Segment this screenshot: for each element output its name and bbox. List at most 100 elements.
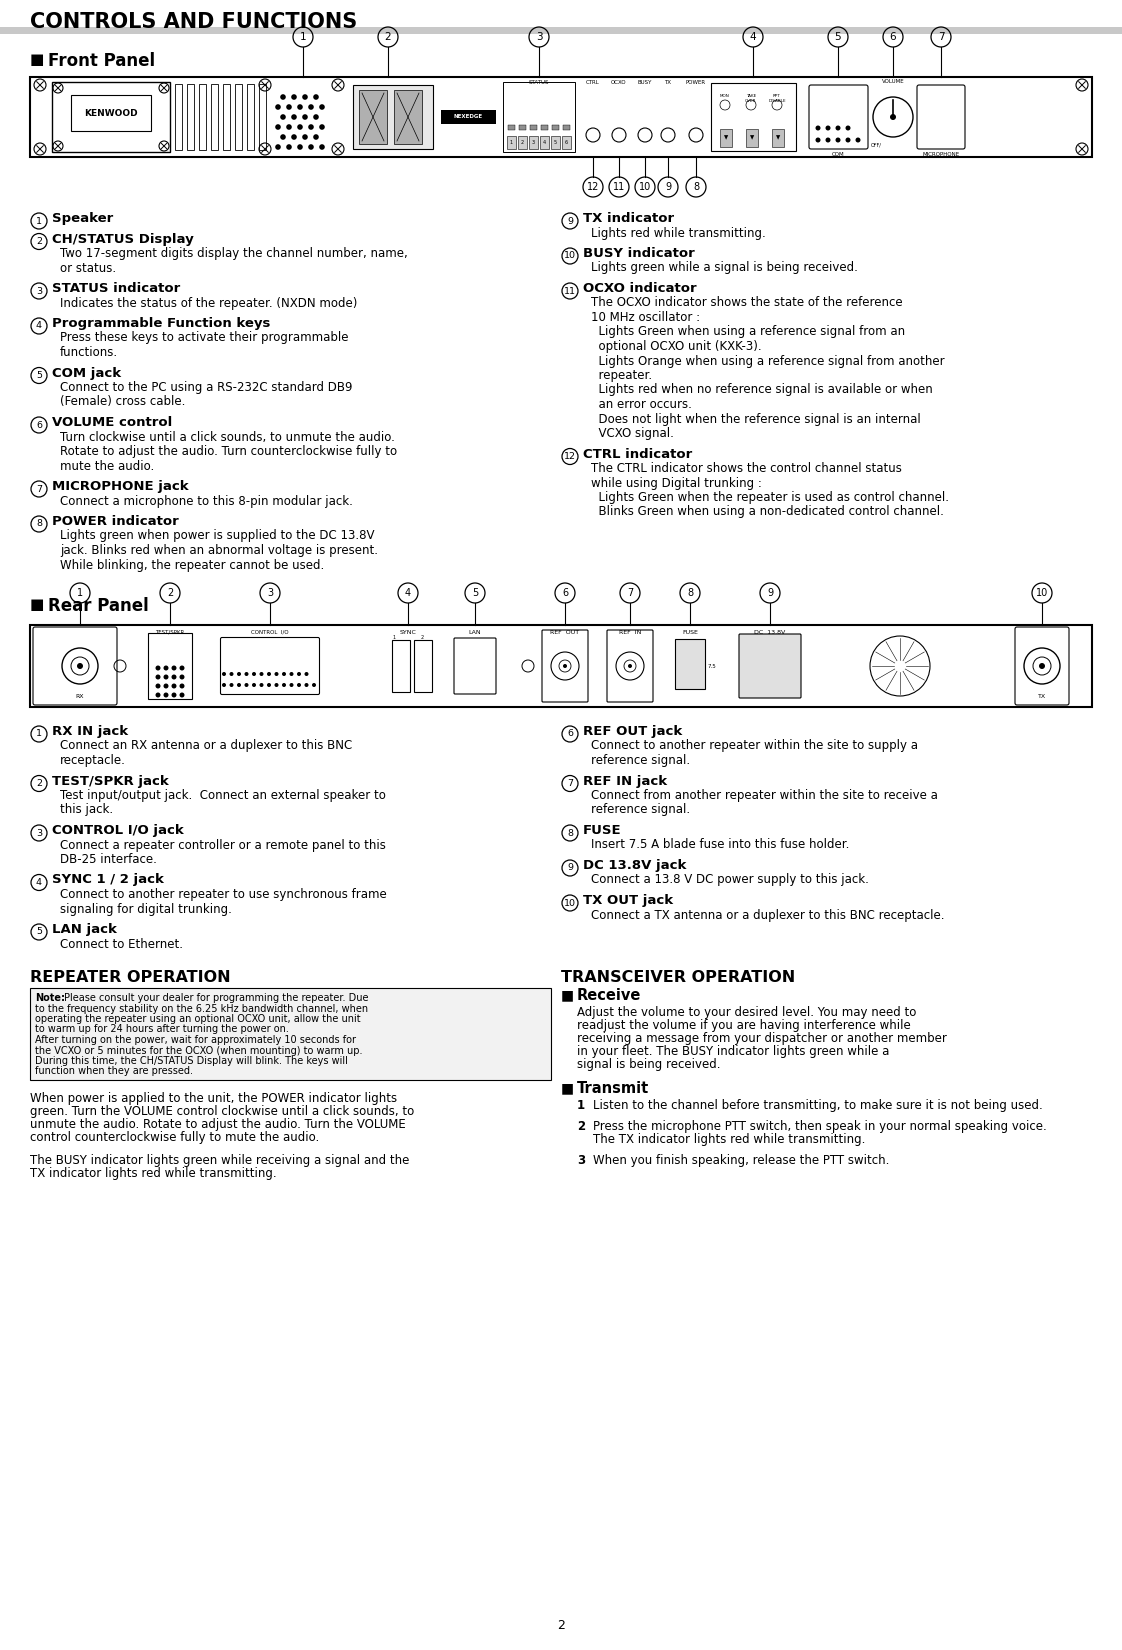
Circle shape	[172, 683, 176, 688]
Bar	[528, 135, 539, 148]
Text: in your fleet. The BUSY indicator lights green while a: in your fleet. The BUSY indicator lights…	[577, 1044, 890, 1058]
Text: Connect to Ethernet.: Connect to Ethernet.	[59, 937, 183, 950]
Bar	[503, 82, 574, 152]
Circle shape	[302, 94, 307, 99]
Text: TRANSCEIVER OPERATION: TRANSCEIVER OPERATION	[561, 970, 795, 985]
Text: REF OUT jack: REF OUT jack	[583, 724, 682, 738]
Circle shape	[252, 672, 256, 676]
Text: function when they are pressed.: function when they are pressed.	[35, 1066, 193, 1076]
Bar	[0, 26, 1122, 35]
Text: COM jack: COM jack	[52, 366, 121, 380]
Text: 10 MHz oscillator :: 10 MHz oscillator :	[591, 310, 700, 323]
Circle shape	[286, 144, 292, 150]
Text: Speaker: Speaker	[52, 211, 113, 224]
Text: OFF/: OFF/	[871, 142, 882, 147]
Text: 4: 4	[36, 878, 42, 888]
Circle shape	[292, 114, 297, 120]
Bar	[441, 111, 496, 124]
Text: 7.5: 7.5	[708, 663, 717, 668]
Text: jack. Blinks red when an abnormal voltage is present.: jack. Blinks red when an abnormal voltag…	[59, 544, 378, 558]
Circle shape	[292, 134, 297, 140]
Bar	[187, 84, 194, 150]
Text: Insert 7.5 A blade fuse into this fuse holder.: Insert 7.5 A blade fuse into this fuse h…	[591, 838, 849, 851]
FancyBboxPatch shape	[454, 639, 496, 695]
Text: Test input/output jack.  Connect an external speaker to: Test input/output jack. Connect an exter…	[59, 789, 386, 802]
Text: 5: 5	[472, 587, 478, 597]
Text: VCXO signal.: VCXO signal.	[591, 427, 674, 441]
Bar	[772, 129, 784, 147]
Circle shape	[237, 683, 241, 686]
Text: MON: MON	[720, 94, 730, 97]
Text: 8: 8	[567, 828, 573, 838]
Bar	[234, 84, 242, 150]
Text: 10: 10	[564, 251, 576, 261]
Text: unmute the audio. Rotate to adjust the audio. Turn the VOLUME: unmute the audio. Rotate to adjust the a…	[30, 1119, 406, 1130]
Text: to the frequency stability on the 6.25 kHz bandwidth channel, when: to the frequency stability on the 6.25 k…	[35, 1003, 368, 1013]
Text: Transmit: Transmit	[577, 1081, 650, 1096]
Text: optional OCXO unit (KXK-3).: optional OCXO unit (KXK-3).	[591, 340, 762, 353]
Circle shape	[275, 144, 280, 150]
Circle shape	[275, 672, 278, 676]
Text: 9: 9	[665, 182, 671, 191]
Bar	[519, 125, 526, 130]
Circle shape	[172, 693, 176, 698]
Text: 4: 4	[405, 587, 411, 597]
Text: 2: 2	[36, 779, 42, 789]
Text: TX: TX	[1038, 695, 1046, 700]
Bar	[414, 640, 432, 691]
Text: Connect a TX antenna or a duplexer to this BNC receptacle.: Connect a TX antenna or a duplexer to th…	[591, 909, 945, 921]
Circle shape	[292, 94, 297, 99]
Bar	[199, 84, 206, 150]
Circle shape	[302, 114, 307, 120]
Text: 9: 9	[567, 216, 573, 226]
Text: The TX indicator lights red while transmitting.: The TX indicator lights red while transm…	[594, 1134, 865, 1147]
Text: 12: 12	[587, 182, 599, 191]
Text: Press the microphone PTT switch, then speak in your normal speaking voice.: Press the microphone PTT switch, then sp…	[594, 1120, 1047, 1134]
Text: 1: 1	[577, 1099, 586, 1112]
Text: Rotate to adjust the audio. Turn counterclockwise fully to: Rotate to adjust the audio. Turn counter…	[59, 446, 397, 459]
Text: KENWOOD: KENWOOD	[84, 109, 138, 117]
Circle shape	[230, 672, 233, 676]
FancyBboxPatch shape	[1015, 627, 1069, 705]
Bar	[562, 135, 571, 148]
Text: CTRL: CTRL	[586, 79, 600, 86]
Text: Connect an RX antenna or a duplexer to this BNC: Connect an RX antenna or a duplexer to t…	[59, 739, 352, 752]
Circle shape	[282, 683, 286, 686]
Text: Turn clockwise until a click sounds, to unmute the audio.: Turn clockwise until a click sounds, to …	[59, 431, 395, 444]
FancyBboxPatch shape	[33, 627, 117, 705]
Circle shape	[180, 693, 184, 698]
Text: Lights Green when using a reference signal from an: Lights Green when using a reference sign…	[591, 325, 905, 338]
Text: to warm up for 24 hours after turning the power on.: to warm up for 24 hours after turning th…	[35, 1025, 288, 1035]
Text: ▼: ▼	[724, 135, 728, 140]
Text: 5: 5	[554, 140, 557, 145]
Circle shape	[280, 94, 286, 99]
Bar	[52, 82, 171, 152]
Text: Two 17-segment digits display the channel number, name,: Two 17-segment digits display the channe…	[59, 248, 407, 261]
Text: STATUS: STATUS	[528, 79, 550, 86]
Circle shape	[275, 124, 280, 130]
Circle shape	[172, 665, 176, 670]
Circle shape	[297, 683, 301, 686]
Text: the VCXO or 5 minutes for the OCXO (when mounting) to warm up.: the VCXO or 5 minutes for the OCXO (when…	[35, 1046, 362, 1056]
Text: VOLUME control: VOLUME control	[52, 416, 173, 429]
Text: DB-25 interface.: DB-25 interface.	[59, 853, 157, 866]
Text: MICROPHONE jack: MICROPHONE jack	[52, 480, 188, 493]
Text: NEXEDGE: NEXEDGE	[453, 114, 482, 119]
Circle shape	[230, 683, 233, 686]
Text: After turning on the power, wait for approximately 10 seconds for: After turning on the power, wait for app…	[35, 1035, 356, 1044]
Text: POWER: POWER	[686, 79, 706, 86]
Text: 6: 6	[562, 587, 568, 597]
Text: 4: 4	[749, 31, 756, 41]
Bar	[541, 125, 548, 130]
Text: 6: 6	[890, 31, 896, 41]
Circle shape	[846, 125, 850, 130]
Text: LAN jack: LAN jack	[52, 922, 117, 936]
Text: 6: 6	[36, 421, 42, 429]
Text: 9: 9	[767, 587, 773, 597]
Text: STATUS indicator: STATUS indicator	[52, 282, 181, 295]
Text: operating the repeater using an optional OCXO unit, allow the unit: operating the repeater using an optional…	[35, 1015, 360, 1025]
Text: CTRL indicator: CTRL indicator	[583, 447, 692, 460]
Text: REPEATER OPERATION: REPEATER OPERATION	[30, 970, 231, 985]
Text: this jack.: this jack.	[59, 804, 113, 817]
Text: RX: RX	[76, 695, 84, 700]
